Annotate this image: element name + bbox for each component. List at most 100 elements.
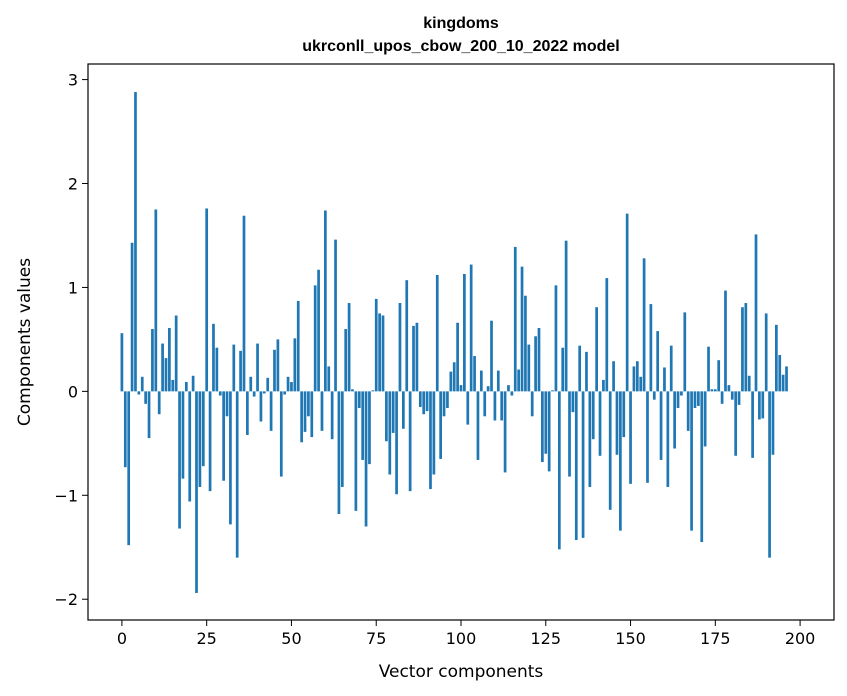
bar-87: [415, 322, 419, 392]
bar-83: [402, 391, 405, 429]
bar-153: [639, 376, 643, 392]
bar-179: [727, 385, 731, 392]
bar-196: [785, 366, 788, 392]
bar-67: [347, 303, 351, 392]
bar-195: [781, 374, 785, 392]
bar-45: [273, 349, 276, 392]
bar-100: [459, 385, 463, 392]
bar-189: [761, 391, 765, 419]
bar-167: [686, 391, 690, 431]
bar-85: [408, 391, 412, 492]
bar-12: [161, 343, 164, 392]
bar-152: [635, 361, 639, 392]
bar-82: [398, 303, 402, 392]
bar-62: [330, 391, 334, 440]
bar-1: [123, 391, 127, 468]
y-tick-label: −2: [54, 590, 78, 609]
bar-98: [452, 362, 456, 392]
bar-29: [218, 391, 222, 396]
bar-41: [259, 391, 263, 422]
bar-69: [354, 391, 358, 511]
bar-124: [541, 391, 544, 463]
bar-2: [127, 391, 131, 546]
bar-162: [669, 345, 673, 392]
bar-178: [724, 290, 727, 392]
bar-144: [608, 391, 612, 510]
chart-subtitle: ukrconll_upos_cbow_200_10_2022 model: [302, 38, 619, 55]
bar-127: [551, 390, 554, 392]
bar-154: [642, 258, 646, 392]
bar-27: [212, 323, 215, 392]
bar-57: [313, 285, 317, 392]
bar-4: [134, 92, 137, 392]
bar-190: [764, 313, 768, 392]
x-tick-label: 125: [530, 629, 561, 648]
y-tick-label: 2: [68, 175, 78, 194]
bar-58: [317, 269, 320, 392]
bar-59: [320, 391, 324, 431]
bar-133: [571, 391, 575, 413]
bar-104: [473, 356, 476, 392]
bar-125: [544, 391, 548, 454]
y-tick-label: 3: [68, 71, 78, 90]
bar-90: [425, 391, 429, 412]
bar-122: [534, 336, 537, 392]
bar-3: [130, 242, 134, 392]
bar-114: [507, 385, 510, 392]
x-tick-label: 75: [366, 629, 386, 648]
bar-24: [201, 391, 205, 467]
bar-75: [374, 298, 378, 392]
bar-138: [588, 391, 592, 487]
bar-143: [605, 278, 609, 392]
bar-103: [469, 264, 473, 392]
bar-15: [171, 379, 175, 392]
bar-73: [368, 391, 371, 465]
bar-187: [754, 234, 758, 392]
bar-20: [188, 391, 192, 502]
y-axis-ticks: −2 −1 0 1 2 3: [54, 71, 88, 609]
bar-14: [168, 327, 171, 392]
bar-22: [195, 391, 198, 593]
bar-155: [646, 391, 649, 483]
bar-51: [293, 338, 297, 392]
bar-89: [422, 391, 426, 415]
bar-78: [385, 391, 388, 442]
bar-31: [225, 391, 229, 417]
bar-166: [683, 312, 687, 392]
bar-161: [666, 391, 670, 487]
bar-148: [622, 391, 626, 438]
bar-7: [144, 391, 147, 404]
bar-43: [266, 377, 270, 392]
bar-113: [503, 391, 507, 473]
bar-88: [418, 391, 422, 407]
bar-99: [456, 322, 459, 392]
bar-61: [327, 366, 331, 392]
bar-146: [615, 391, 619, 455]
bar-19: [184, 382, 188, 392]
bar-188: [758, 391, 761, 420]
x-tick-label: 50: [281, 629, 301, 648]
bar-182: [737, 391, 741, 405]
bar-108: [486, 386, 490, 392]
bar-80: [391, 391, 395, 433]
bar-141: [598, 391, 602, 456]
bar-140: [595, 307, 598, 392]
bar-37: [246, 391, 249, 436]
bar-115: [510, 391, 514, 396]
bar-186: [751, 391, 754, 458]
bar-132: [568, 391, 571, 477]
x-axis-ticks: 0 25 50 75 100 125 150 175 200: [117, 620, 815, 648]
bar-40: [256, 343, 259, 392]
bar-163: [673, 391, 676, 449]
bar-105: [476, 391, 480, 460]
bar-123: [537, 327, 541, 392]
y-tick-label: 0: [68, 382, 78, 401]
bar-194: [778, 354, 782, 392]
bar-91: [429, 391, 432, 490]
bar-174: [710, 389, 714, 392]
bar-38: [249, 376, 253, 392]
bar-6: [140, 376, 144, 392]
bar-81: [395, 391, 398, 495]
bar-184: [744, 303, 748, 392]
bar-145: [612, 361, 615, 392]
